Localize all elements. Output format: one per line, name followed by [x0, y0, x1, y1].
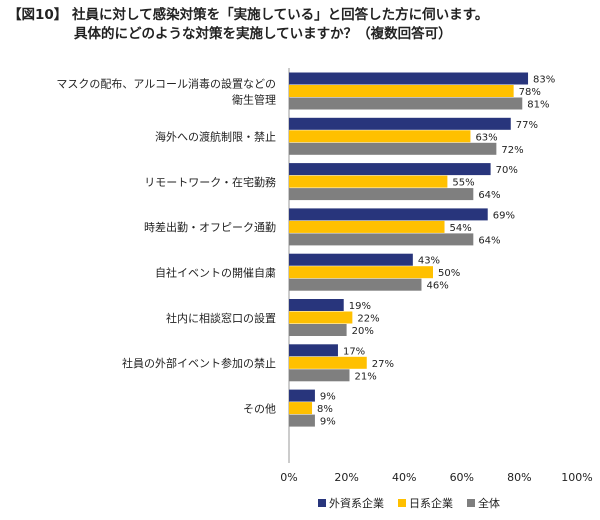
bar-1-3 — [289, 163, 491, 176]
bar-1-1 — [289, 72, 529, 85]
legend-swatch — [318, 499, 326, 507]
chart-title-line2: 具体的にどのような対策を実施していますか？（複数回答可） — [74, 26, 452, 42]
legend-swatch — [398, 499, 406, 507]
bar-3-8 — [289, 414, 315, 427]
x-tick-label: 0% — [280, 471, 297, 484]
data-label: 19% — [349, 301, 371, 312]
data-label: 55% — [452, 178, 474, 189]
legend-swatch — [467, 499, 475, 507]
data-label: 64% — [478, 235, 500, 246]
data-label: 72% — [501, 145, 523, 156]
legend-label: 全体 — [478, 496, 500, 510]
category-label: マスクの配布、アルコール消毒の設置などの — [56, 76, 276, 90]
data-label: 9% — [320, 392, 336, 403]
bar-3-6 — [289, 324, 347, 336]
bar-3-5 — [289, 278, 422, 291]
bar-2-2 — [289, 130, 471, 143]
category-label: リモートワーク・在宅勤務 — [144, 175, 276, 189]
x-tick-label: 100% — [561, 471, 592, 484]
data-label: 8% — [317, 404, 333, 415]
data-label: 50% — [438, 268, 460, 279]
data-label: 9% — [320, 417, 336, 428]
bar-2-1 — [289, 85, 514, 97]
data-label: 64% — [478, 190, 500, 201]
bar-2-8 — [289, 402, 313, 415]
chart-title: 【図10】 社員に対して感染対策を「実施している」と回答した方に伺います。 具体… — [8, 6, 593, 44]
category-label: 社内に相談窓口の設置 — [166, 311, 276, 325]
bar-2-3 — [289, 175, 448, 188]
data-label: 22% — [357, 314, 379, 325]
bar-1-2 — [289, 117, 511, 130]
chart-title-line1: 【図10】 社員に対して感染対策を「実施している」と回答した方に伺います。 — [8, 7, 489, 23]
category-label: 社員の外部イベント参加の禁止 — [122, 356, 276, 370]
data-label: 27% — [372, 359, 394, 370]
bar-2-5 — [289, 266, 433, 279]
data-label: 77% — [516, 120, 538, 131]
bar-3-4 — [289, 233, 474, 246]
category-label: 海外への渡航制限・禁止 — [155, 130, 276, 144]
bar-1-6 — [289, 299, 344, 311]
bar-3-7 — [289, 369, 350, 382]
data-label: 21% — [354, 371, 376, 382]
data-label: 46% — [426, 281, 448, 292]
bar-3-1 — [289, 97, 523, 110]
data-label: 78% — [519, 87, 541, 98]
data-label: 69% — [493, 210, 515, 221]
bar-2-7 — [289, 356, 367, 369]
x-tick-label: 20% — [334, 471, 358, 484]
x-tick-label: 40% — [392, 471, 416, 484]
bar-3-3 — [289, 188, 474, 201]
data-label: 63% — [475, 132, 497, 143]
category-label: 衛生管理 — [232, 92, 276, 106]
data-label: 70% — [496, 165, 518, 176]
bar-1-8 — [289, 389, 315, 402]
category-label: その他 — [243, 402, 276, 415]
x-tick-label: 80% — [507, 471, 531, 484]
data-label: 17% — [343, 346, 365, 357]
bar-2-4 — [289, 220, 445, 233]
data-label: 43% — [418, 256, 440, 267]
data-label: 20% — [352, 326, 374, 337]
bar-3-2 — [289, 142, 497, 155]
bar-1-4 — [289, 208, 488, 221]
data-label: 54% — [450, 223, 472, 234]
bar-1-5 — [289, 253, 413, 266]
bar-2-6 — [289, 311, 353, 324]
legend-label: 外資系企業 — [329, 496, 384, 510]
data-label: 81% — [527, 100, 549, 111]
category-label: 時差出勤・オフピーク通勤 — [144, 220, 276, 234]
bar-1-7 — [289, 344, 338, 357]
x-tick-label: 60% — [450, 471, 474, 484]
data-label: 83% — [533, 75, 555, 86]
legend-label: 日系企業 — [409, 496, 453, 510]
category-label: 自社イベントの開催自粛 — [155, 265, 276, 279]
